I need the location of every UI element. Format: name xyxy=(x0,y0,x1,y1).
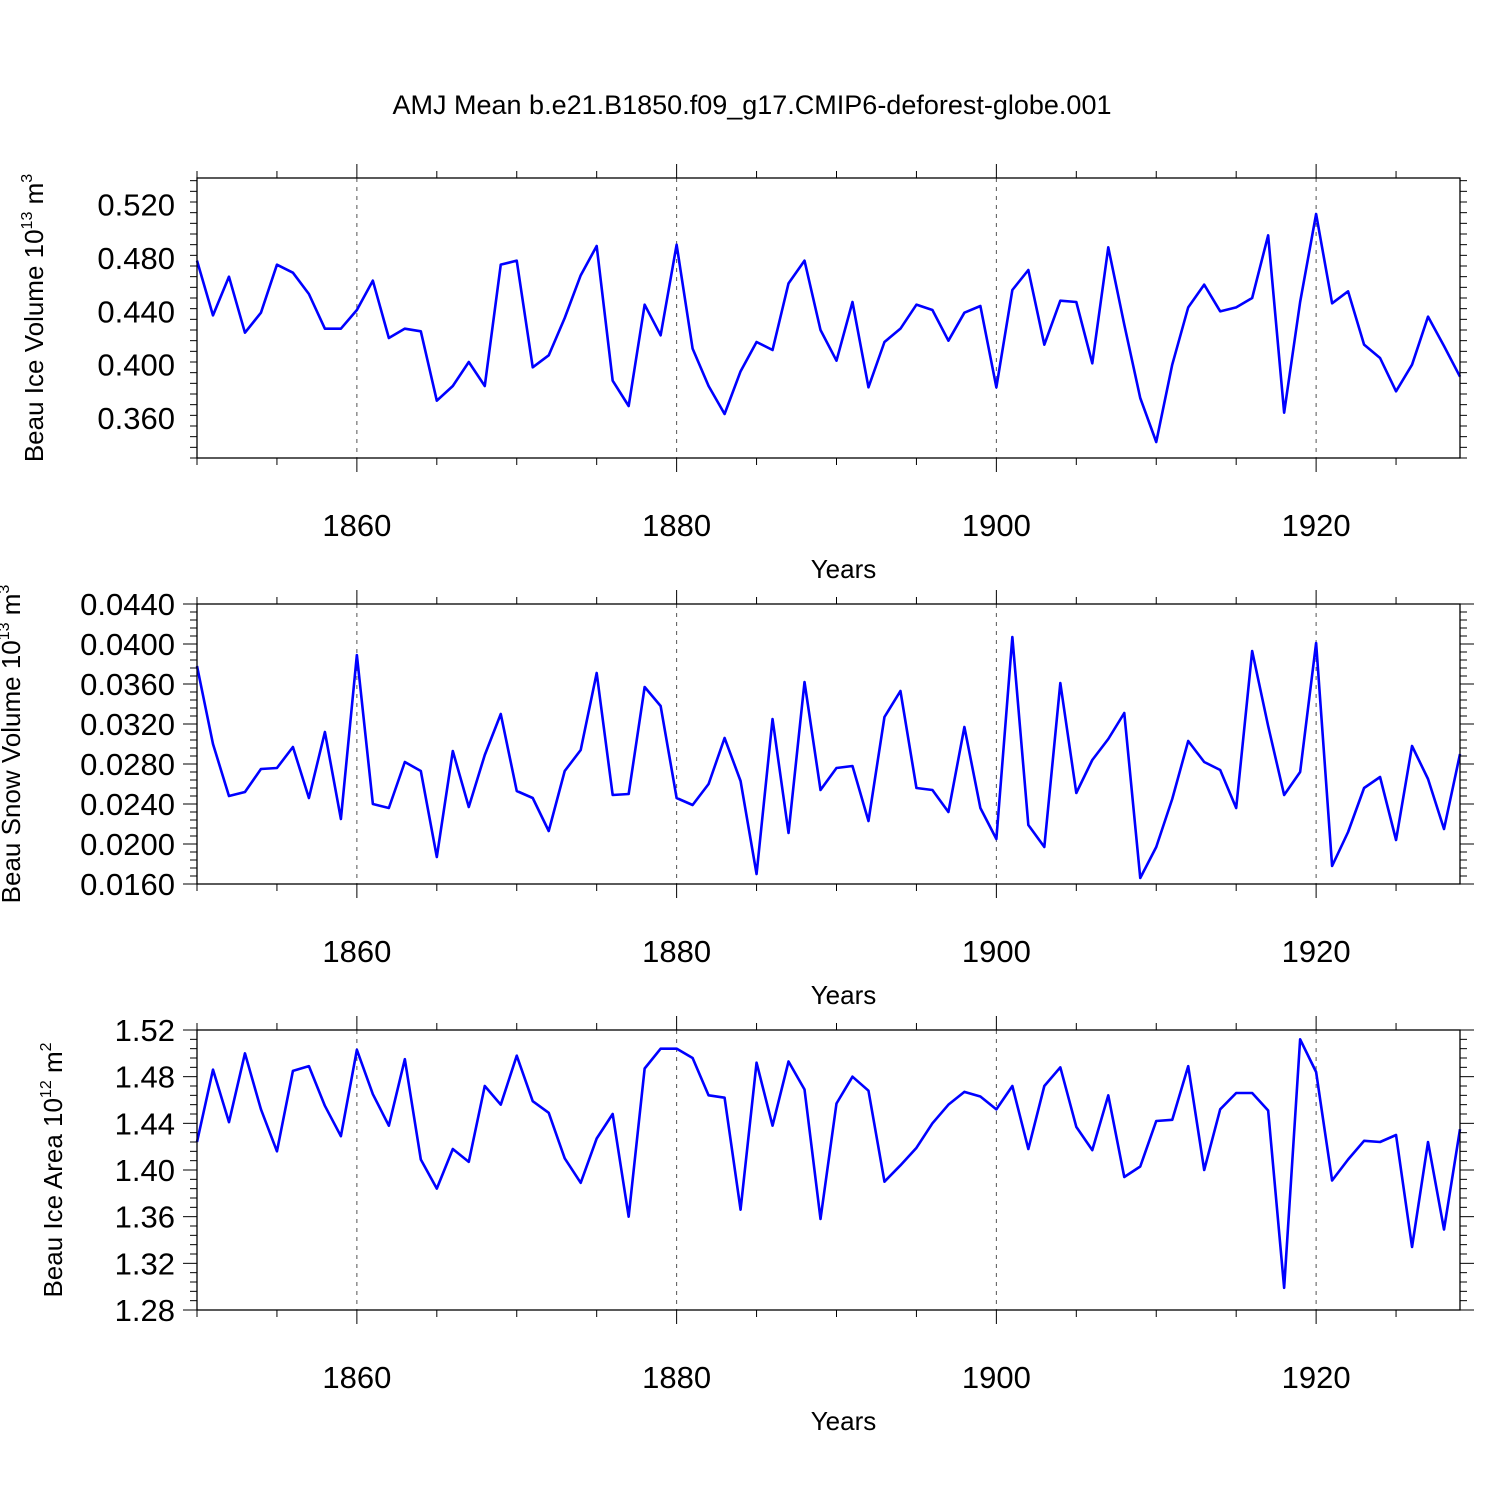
y-axis-title: Beau Ice Area 1012 m2 xyxy=(38,1042,68,1297)
y-axis-title-unit-exponent: 3 xyxy=(19,174,36,183)
panel-snow-volume: 1860 1880 1900 1920 0.0160 0.0200 0.0240 0.0280… xyxy=(0,585,1474,1010)
y-axis-title-unit: m xyxy=(19,183,49,212)
y-tick-label: 1.44 xyxy=(115,1106,175,1141)
x-tick-label: 1880 xyxy=(642,934,711,969)
y-tick-label: 1.32 xyxy=(115,1246,175,1281)
series-line xyxy=(195,1038,1462,1290)
y-tick-label: 0.0360 xyxy=(80,667,175,702)
x-tick-label: 1880 xyxy=(642,508,711,543)
y-tick-label: 0.520 xyxy=(97,188,175,223)
y-tick-label: 1.48 xyxy=(115,1060,175,1095)
y-tick-label: 0.0200 xyxy=(80,827,175,862)
y-tick-label: 1.28 xyxy=(115,1293,175,1328)
x-tick-label: 1860 xyxy=(322,508,391,543)
y-tick-label: 0.400 xyxy=(97,348,175,383)
plot-frame xyxy=(196,177,1461,459)
plot-frame xyxy=(196,603,1461,885)
y-axis-title: Beau Snow Volume 1013 m3 xyxy=(0,585,26,904)
series-line xyxy=(195,212,1462,444)
x-tick-label: 1860 xyxy=(322,934,391,969)
y-tick-label: 1.36 xyxy=(115,1200,175,1235)
y-tick-label: 0.440 xyxy=(97,294,175,329)
x-axis-title: Years xyxy=(811,1406,877,1436)
x-tick-label: 1920 xyxy=(1282,508,1351,543)
x-tick-label: 1900 xyxy=(962,1360,1031,1395)
x-axis-title: Years xyxy=(811,554,877,584)
y-tick-label: 1.40 xyxy=(115,1153,175,1188)
y-axis-title-unit-exponent: 3 xyxy=(0,585,13,594)
y-axis-title-text: Beau Ice Area 10 xyxy=(38,1098,68,1297)
y-axis-title-text: Beau Snow Volume 10 xyxy=(0,640,26,903)
x-tick-label: 1860 xyxy=(322,1360,391,1395)
x-tick-label: 1920 xyxy=(1282,1360,1351,1395)
y-tick-label: 0.0320 xyxy=(80,707,175,742)
y-axis-title-unit: m xyxy=(0,594,26,623)
y-tick-label: 0.0240 xyxy=(80,787,175,822)
y-axis-title-unit-exponent: 2 xyxy=(38,1042,55,1051)
y-tick-label: 0.480 xyxy=(97,241,175,276)
y-tick-label: 0.0400 xyxy=(80,627,175,662)
figure-title: AMJ Mean b.e21.B1850.f09_g17.CMIP6-defor… xyxy=(393,90,1112,120)
y-tick-label: 0.0280 xyxy=(80,747,175,782)
x-axis-title: Years xyxy=(811,980,877,1010)
series-line xyxy=(195,635,1462,880)
x-tick-label: 1920 xyxy=(1282,934,1351,969)
y-axis-title-text: Beau Ice Volume 10 xyxy=(19,229,49,462)
x-tick-label: 1880 xyxy=(642,1360,711,1395)
y-axis-title-unit: m xyxy=(38,1051,68,1080)
y-tick-label: 1.52 xyxy=(115,1013,175,1048)
y-tick-label: 0.0440 xyxy=(80,587,175,622)
panel-ice-volume: 1860 1880 1900 1920 0.360 0.400 0.440 0.480 0.52… xyxy=(19,164,1467,584)
y-axis-title-exponent: 12 xyxy=(38,1080,55,1098)
y-axis-title-exponent: 13 xyxy=(19,212,36,230)
y-tick-label: 0.360 xyxy=(97,401,175,436)
y-axis-title-exponent: 13 xyxy=(0,622,13,640)
x-tick-label: 1900 xyxy=(962,934,1031,969)
panel-ice-area: 1860 1880 1900 1920 1.28 1.32 1.36 1.40 1.44 1.48… xyxy=(38,1013,1474,1436)
x-tick-label: 1900 xyxy=(962,508,1031,543)
y-axis-title: Beau Ice Volume 1013 m3 xyxy=(19,174,49,462)
y-tick-label: 0.0160 xyxy=(80,867,175,902)
